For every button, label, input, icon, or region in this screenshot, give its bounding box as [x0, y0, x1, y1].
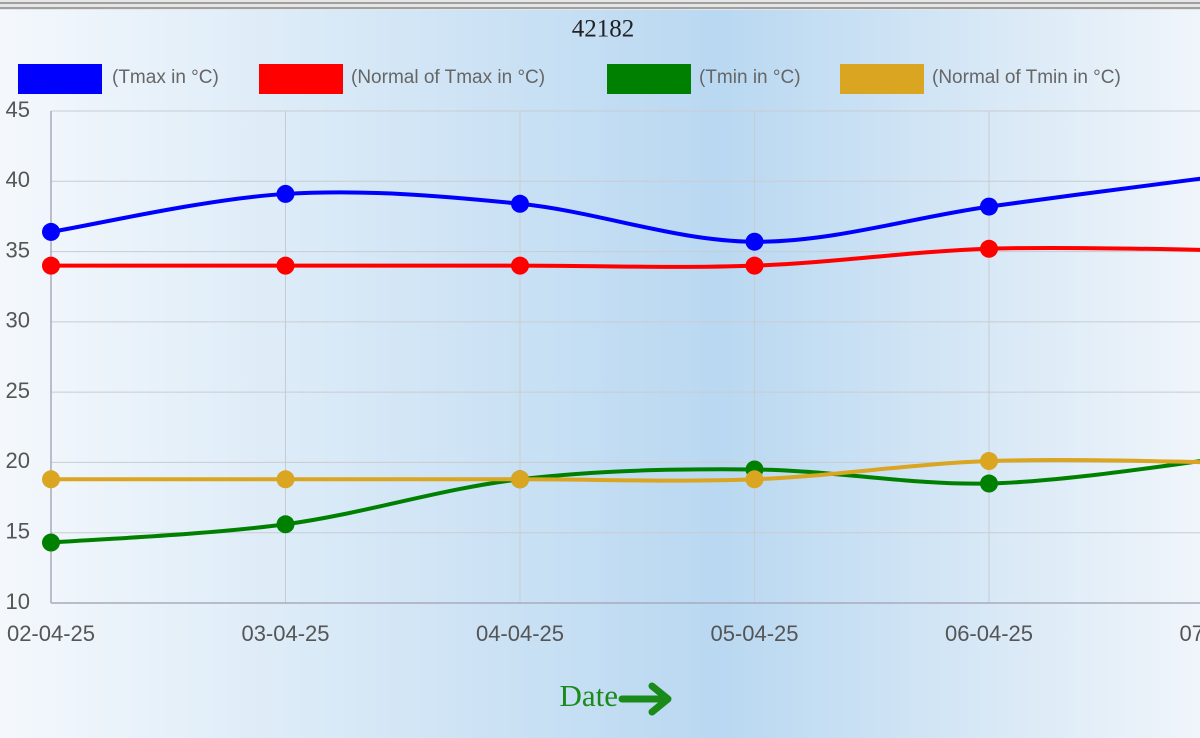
y-tick-label: 20 — [6, 448, 30, 473]
data-point — [511, 194, 529, 213]
data-point — [980, 197, 998, 216]
data-point — [276, 515, 295, 534]
data-point — [745, 470, 764, 489]
x-tick-label: 07-04-25 — [1179, 621, 1200, 646]
data-point — [42, 533, 60, 552]
legend-label: (Normal of Tmin in °C) — [932, 67, 1121, 88]
y-tick-label: 40 — [6, 167, 30, 192]
data-point — [511, 470, 529, 489]
y-tick-label: 25 — [6, 378, 30, 403]
data-point — [276, 470, 295, 489]
chart-title: 42182 — [572, 16, 635, 43]
data-point — [980, 474, 998, 493]
y-tick-label: 10 — [6, 589, 30, 614]
x-tick-label: 05-04-25 — [710, 621, 798, 646]
x-tick-label: 06-04-25 — [945, 621, 1033, 646]
x-tick-label: 03-04-25 — [241, 621, 329, 646]
x-axis-title: Date — [559, 678, 618, 713]
data-point — [276, 256, 295, 275]
legend-swatch — [607, 64, 691, 94]
series-line — [51, 458, 1200, 483]
data-point — [276, 184, 295, 203]
data-point — [511, 256, 529, 275]
legend-swatch — [259, 64, 343, 94]
series-line — [50, 459, 1200, 545]
legend-label: (Tmax in °C) — [112, 67, 219, 88]
axis-arrow — [618, 682, 672, 716]
data-point — [42, 256, 60, 275]
legend-label: (Tmin in °C) — [699, 67, 801, 88]
legend-swatch — [18, 64, 102, 94]
y-tick-label: 30 — [6, 308, 30, 333]
y-tick-label: 35 — [6, 237, 30, 262]
x-tick-label: 02-04-25 — [7, 621, 95, 646]
data-point — [980, 239, 998, 258]
x-tick-label: 04-04-25 — [476, 621, 564, 646]
data-point — [745, 256, 764, 275]
top-border — [0, 0, 1200, 10]
legend-label: (Normal of Tmax in °C) — [351, 67, 545, 88]
y-tick-label: 45 — [6, 97, 30, 122]
data-point — [42, 222, 60, 241]
y-tick-label: 15 — [6, 519, 30, 544]
legend-swatch — [840, 64, 924, 94]
series-line — [50, 176, 1200, 244]
data-point — [745, 232, 764, 251]
data-point — [42, 470, 60, 489]
series-line — [51, 245, 1200, 269]
data-point — [980, 452, 998, 471]
